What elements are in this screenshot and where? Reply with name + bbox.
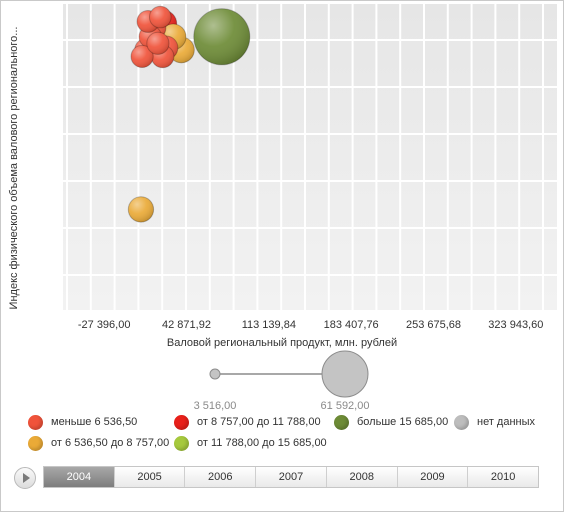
year-tab-2010[interactable]: 2010: [490, 471, 516, 483]
legend-item-no-data[interactable]: нет данных: [454, 412, 535, 432]
play-icon: [23, 473, 30, 483]
bubble-chart: -27 396,00 42 871,92 113 139,84 183 407,76 2…: [8, 4, 557, 412]
year-tab-2004[interactable]: 2004: [44, 467, 115, 487]
year-tab-2009[interactable]: 2009: [398, 467, 469, 487]
legend-label: больше 15 685,00: [357, 416, 449, 428]
legend-label: от 11 788,00 до 15 685,00: [197, 437, 327, 449]
legend-label: от 6 536,50 до 8 757,00: [51, 437, 170, 449]
x-tick-label: 113 139,84: [242, 319, 296, 331]
size-scale-min-label: 3 516,00: [194, 400, 237, 412]
play-button[interactable]: [14, 467, 36, 489]
legend-item-11788-15685[interactable]: от 11 788,00 до 15 685,00: [174, 433, 327, 453]
size-scale: 3 516,00 61 592,00: [194, 350, 370, 412]
legend-item-more-15685[interactable]: больше 15 685,00: [334, 412, 448, 432]
legend-swatch: [28, 414, 43, 430]
x-tick-label: 323 943,60: [488, 319, 543, 331]
x-tick-label: 253 675,68: [406, 319, 461, 331]
year-tab-2005[interactable]: 2005: [115, 467, 186, 487]
x-tick-label: 183 407,76: [324, 319, 379, 331]
legend-swatch: [174, 414, 189, 430]
x-tick-label: -27 396,00: [78, 319, 131, 331]
x-axis-title: Валовой региональный продукт, млн. рубле…: [167, 337, 397, 349]
year-tab-2007[interactable]: 2007: [256, 467, 327, 487]
legend-item-6536-8757[interactable]: от 6 536,50 до 8 757,00: [28, 433, 169, 453]
year-selector: 2004 2005 2006 2007 2008 2009 2010: [43, 466, 539, 488]
x-tick-label: 42 871,92: [162, 319, 211, 331]
legend-label: нет данных: [477, 416, 536, 428]
legend-item-less-6536[interactable]: меньше 6 536,50: [28, 412, 137, 432]
year-tab-2008[interactable]: 2008: [327, 467, 398, 487]
bubble-point[interactable]: [148, 5, 172, 29]
year-tab-2006[interactable]: 2006: [185, 467, 257, 487]
x-tick-labels: -27 396,00 42 871,92 113 139,84 183 407,76 2…: [78, 319, 544, 331]
legend: меньше 6 536,50 от 8 757,00 до 11 788,00…: [28, 412, 558, 458]
y-axis-title: Индекс физического объема валового регио…: [8, 27, 20, 310]
legend-label: меньше 6 536,50: [51, 416, 138, 428]
legend-swatch: [174, 435, 189, 451]
size-scale-max-circle: [321, 350, 369, 398]
bubble-point[interactable]: [127, 196, 155, 223]
size-scale-max-label: 61 592,00: [321, 400, 370, 412]
bubble-point[interactable]: [146, 31, 170, 55]
size-scale-min-circle: [209, 368, 221, 380]
legend-swatch: [28, 435, 43, 451]
legend-item-8757-11788[interactable]: от 8 757,00 до 11 788,00: [174, 412, 321, 432]
legend-label: от 8 757,00 до 11 788,00: [197, 416, 321, 428]
timeline: 2004 2005 2006 2007 2008 2009 2010: [14, 464, 542, 490]
legend-swatch: [454, 414, 469, 430]
legend-swatch: [334, 414, 349, 430]
bubble-point[interactable]: [193, 8, 251, 66]
